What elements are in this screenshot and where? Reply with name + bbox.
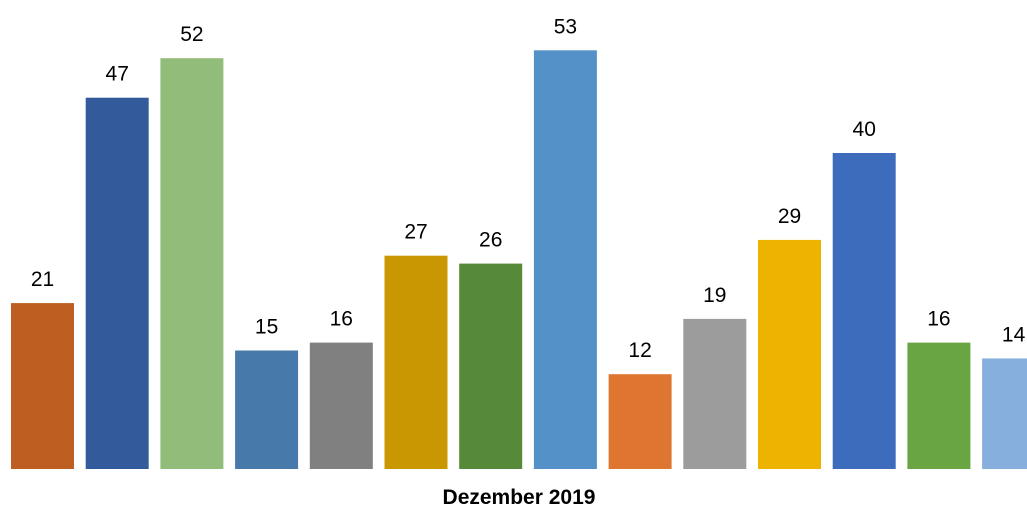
data-label-8: 53 (554, 15, 577, 38)
data-label-6: 27 (404, 221, 427, 244)
x-axis-label: Dezember 2019 (443, 486, 596, 509)
bar-9 (608, 374, 672, 469)
bar-3 (160, 58, 224, 469)
bar-10 (683, 318, 747, 469)
bar-2 (85, 97, 149, 469)
bar-12 (832, 153, 896, 469)
bar-4 (235, 350, 299, 469)
data-label-10: 19 (703, 284, 726, 307)
value-labels-layer: 21 47 52 15 16 27 26 53 12 19 29 40 16 14 (31, 15, 1026, 362)
bar-8 (533, 50, 597, 470)
data-label-7: 26 (479, 229, 502, 252)
bar-11 (758, 239, 821, 469)
bar-14 (982, 358, 1027, 469)
bar-6 (384, 255, 448, 469)
bar-5 (309, 342, 373, 469)
bar-13 (907, 342, 971, 469)
data-label-12: 40 (853, 118, 876, 141)
data-label-5: 16 (330, 308, 353, 331)
data-label-1: 21 (31, 268, 54, 291)
data-label-11: 29 (778, 205, 801, 228)
data-label-3: 52 (180, 23, 203, 46)
bars-layer (11, 50, 1027, 470)
data-label-13: 16 (927, 308, 950, 331)
bar-1 (11, 303, 74, 469)
data-label-4: 15 (255, 316, 278, 339)
data-label-14: 14 (1002, 323, 1026, 346)
data-label-2: 47 (106, 63, 129, 86)
bar-7 (459, 263, 523, 469)
data-label-9: 12 (628, 339, 651, 362)
